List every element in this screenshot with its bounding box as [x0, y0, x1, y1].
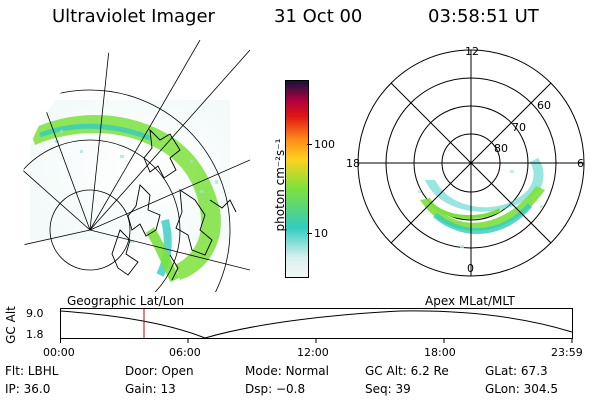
instrument-title: Ultraviolet Imager	[52, 6, 215, 27]
time-tick-1800: 18:00	[424, 346, 456, 359]
colorbar-unit-label: photon cm⁻²s⁻¹	[273, 138, 287, 232]
altitude-axis-label: GC Alt	[3, 306, 18, 344]
lat-label-60: 60	[537, 99, 551, 112]
info-mode: Mode: Normal	[245, 364, 329, 378]
altitude-tick-9: 9.0	[26, 307, 44, 320]
mlt-label-12: 12	[465, 45, 479, 58]
colorbar	[285, 80, 309, 278]
altitude-tick-1-8: 1.8	[26, 328, 44, 341]
lat-label-80: 80	[494, 142, 508, 155]
time-label: 03:58:51 UT	[428, 6, 539, 27]
info-door: Door: Open	[125, 364, 194, 378]
time-tick-0000: 00:00	[43, 346, 75, 359]
mlt-label-18: 18	[346, 157, 360, 170]
lat-label-70: 70	[512, 121, 526, 134]
info-gc-alt: GC Alt: 6.2 Re	[365, 364, 449, 378]
polar-plot	[357, 49, 585, 277]
colorbar-tick-label-10: 10	[314, 227, 328, 240]
altitude-plot	[60, 308, 573, 343]
geographic-projection-label: Geographic Lat/Lon	[67, 294, 185, 308]
info-gain: Gain: 13	[125, 382, 176, 396]
time-tick-1200: 12:00	[297, 346, 329, 359]
time-tick-2359: 23:59	[551, 346, 583, 359]
apex-projection-label: Apex MLat/MLT	[425, 294, 515, 308]
info-glon: GLon: 304.5	[485, 382, 558, 396]
info-ip: IP: 36.0	[5, 382, 51, 396]
info-flt: Flt: LBHL	[5, 364, 59, 378]
time-tick-0600: 06:00	[169, 346, 201, 359]
info-seq: Seq: 39	[365, 382, 411, 396]
mlt-label-0: 0	[467, 262, 474, 275]
colorbar-tick-label-100: 100	[314, 138, 335, 151]
mlt-label-6: 6	[577, 157, 584, 170]
info-dsp: Dsp: −0.8	[245, 382, 306, 396]
colorbar-tick	[307, 144, 312, 145]
colorbar-tick	[307, 233, 312, 234]
date-label: 31 Oct 00	[274, 6, 363, 27]
geographic-image	[20, 40, 250, 292]
info-glat: GLat: 67.3	[485, 364, 548, 378]
